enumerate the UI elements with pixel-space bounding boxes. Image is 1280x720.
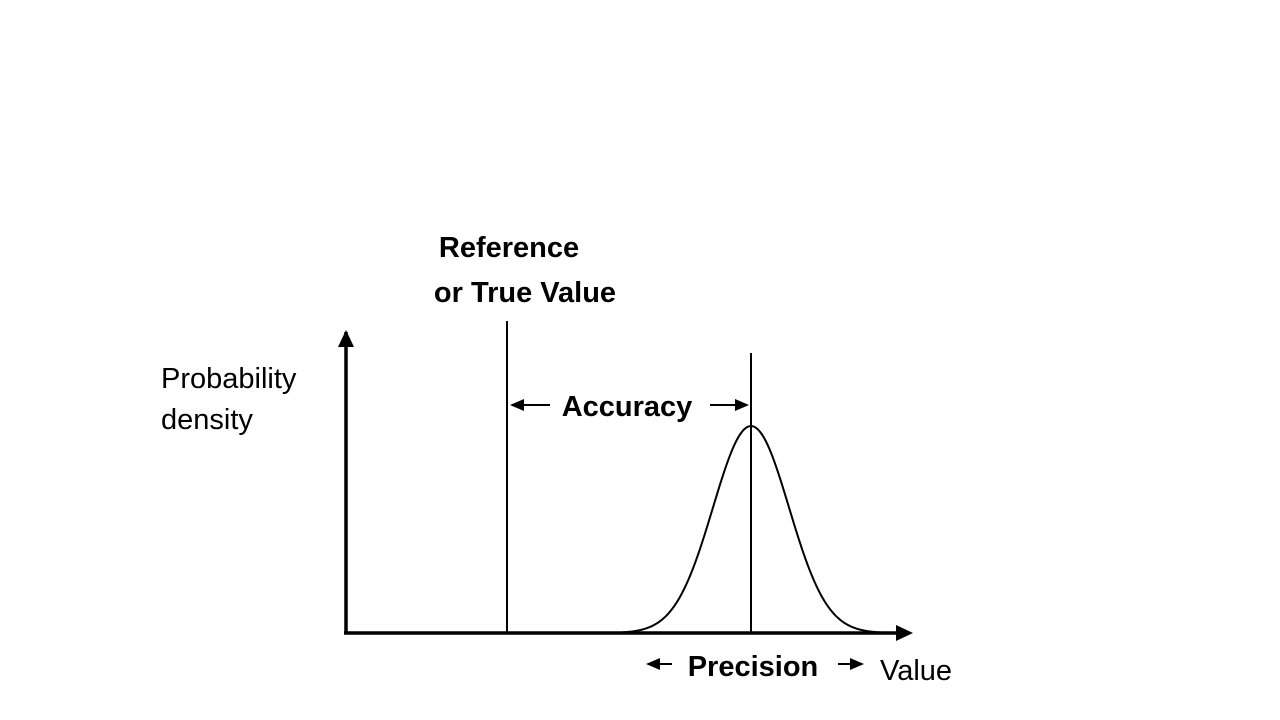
accuracy-label: Accuracy [562, 391, 693, 423]
y-axis-arrow-icon [338, 330, 354, 347]
reference-label-line1: Reference [439, 232, 579, 264]
precision-label: Precision [688, 651, 819, 683]
reference-label-line2: or True Value [434, 277, 616, 309]
x-axis-arrow-icon [896, 625, 913, 641]
y-axis-label-line1: Probability [161, 363, 297, 395]
y-axis-label-line2: density [161, 404, 253, 436]
probability-density-curve [599, 425, 901, 634]
x-axis-label: Value [880, 655, 952, 687]
